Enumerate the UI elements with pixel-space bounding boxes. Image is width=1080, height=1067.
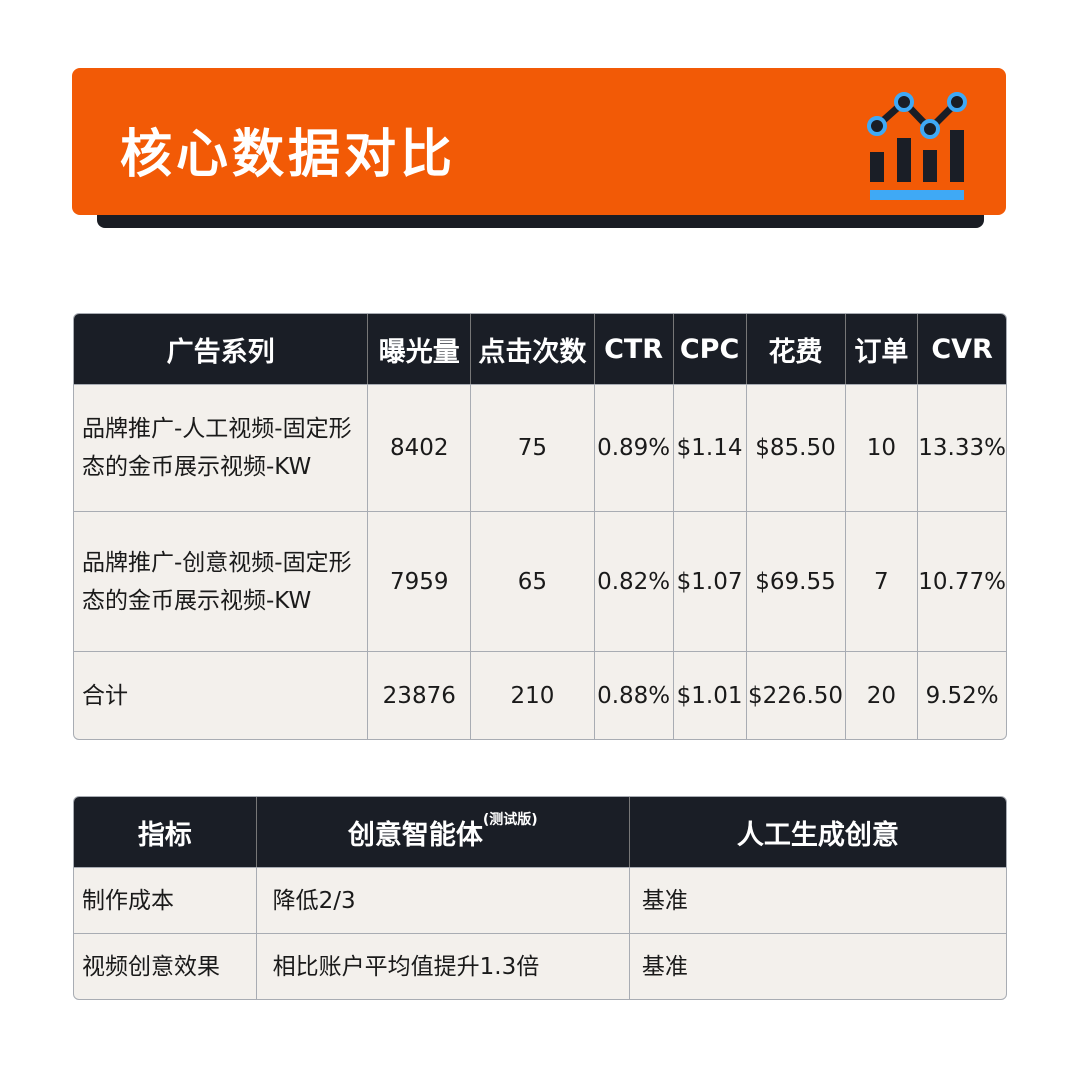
col-header: 花费 xyxy=(746,314,846,384)
col-header: 创意智能体(测试版) xyxy=(256,797,630,867)
cell: $226.50 xyxy=(746,651,846,739)
table-row: 制作成本 降低2/3 基准 xyxy=(74,867,1006,933)
cell: 品牌推广-人工视频-固定形态的金币展示视频-KW xyxy=(74,384,369,511)
cell: 65 xyxy=(471,511,595,651)
cell: 23876 xyxy=(368,651,472,739)
col-header: 指标 xyxy=(74,797,257,867)
comparison-table: 指标 创意智能体(测试版) 人工生成创意 制作成本 降低2/3 基准 视频创意效… xyxy=(73,796,1007,1000)
col-header-text: 创意智能体 xyxy=(347,819,483,851)
page-title: 核心数据对比 xyxy=(120,125,457,185)
header-row: 指标 创意智能体(测试版) 人工生成创意 xyxy=(74,797,1006,867)
cell: 品牌推广-创意视频-固定形态的金币展示视频-KW xyxy=(74,511,369,651)
col-header: 曝光量 xyxy=(368,314,472,384)
cell: $85.50 xyxy=(746,384,846,511)
bar-line-chart-icon xyxy=(867,92,967,200)
cell: $1.07 xyxy=(673,511,747,651)
cell: 20 xyxy=(845,651,919,739)
col-header: CTR xyxy=(594,314,674,384)
cell: 相比账户平均值提升1.3倍 xyxy=(256,933,630,999)
cell: 9.52% xyxy=(918,651,1006,739)
cell: 10.77% xyxy=(918,511,1006,651)
cell: 10 xyxy=(845,384,919,511)
cell: 降低2/3 xyxy=(256,867,630,933)
table-row: 视频创意效果 相比账户平均值提升1.3倍 基准 xyxy=(74,933,1006,999)
table-row: 品牌推广-创意视频-固定形态的金币展示视频-KW 7959 65 0.82% $… xyxy=(74,511,1006,651)
col-header: 广告系列 xyxy=(74,314,369,384)
cell: $1.01 xyxy=(673,651,747,739)
cell: 基准 xyxy=(629,933,1006,999)
campaign-table: 广告系列 曝光量 点击次数 CTR CPC 花费 订单 CVR 品牌推广-人工视… xyxy=(73,313,1007,740)
cell: 视频创意效果 xyxy=(74,933,257,999)
cell: 8402 xyxy=(368,384,472,511)
cell: 0.88% xyxy=(594,651,674,739)
table-row: 品牌推广-人工视频-固定形态的金币展示视频-KW 8402 75 0.89% $… xyxy=(74,384,1006,511)
cell: 0.82% xyxy=(594,511,674,651)
col-header: 订单 xyxy=(845,314,919,384)
col-header: CPC xyxy=(673,314,747,384)
header-row: 广告系列 曝光量 点击次数 CTR CPC 花费 订单 CVR xyxy=(74,314,1006,384)
cell: 13.33% xyxy=(918,384,1006,511)
cell: 210 xyxy=(471,651,595,739)
col-header: 人工生成创意 xyxy=(629,797,1006,867)
beta-label: (测试版) xyxy=(482,811,538,828)
cell: $69.55 xyxy=(746,511,846,651)
cell: 0.89% xyxy=(594,384,674,511)
cell: 7 xyxy=(845,511,919,651)
total-row: 合计 23876 210 0.88% $1.01 $226.50 20 9.52… xyxy=(74,651,1006,739)
cell: 7959 xyxy=(368,511,472,651)
cell: $1.14 xyxy=(673,384,747,511)
col-header: 点击次数 xyxy=(471,314,595,384)
cell: 基准 xyxy=(629,867,1006,933)
cell: 合计 xyxy=(74,651,369,739)
title-banner: 核心数据对比 xyxy=(72,68,1006,215)
cell: 75 xyxy=(471,384,595,511)
cell: 制作成本 xyxy=(74,867,257,933)
col-header: CVR xyxy=(918,314,1006,384)
